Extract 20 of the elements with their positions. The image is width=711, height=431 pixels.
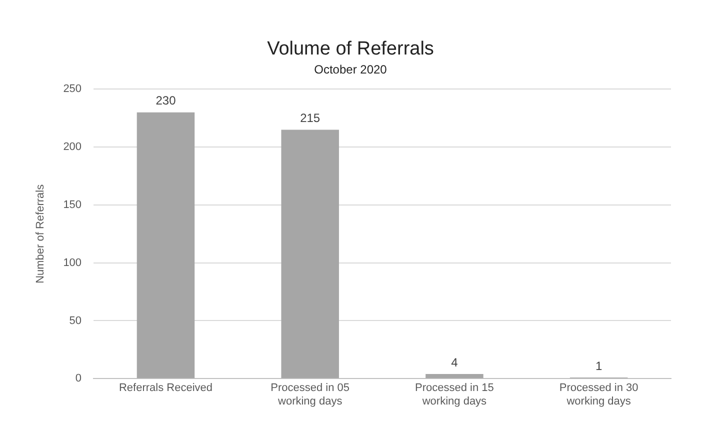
y-tick-label: 50 xyxy=(69,314,82,327)
bar xyxy=(136,112,195,378)
y-tick-label: 100 xyxy=(63,256,82,269)
y-axis-title: Number of Referrals xyxy=(34,184,47,284)
data-label: 1 xyxy=(595,358,602,373)
x-tick-label: Processed in 30 working days xyxy=(559,382,638,408)
y-tick-label: 150 xyxy=(63,198,82,211)
x-tick-label: Processed in 15 working days xyxy=(415,382,494,408)
data-label: 215 xyxy=(300,111,320,126)
data-label: 230 xyxy=(156,94,176,108)
bar xyxy=(426,374,484,378)
y-tick-label: 250 xyxy=(63,83,82,96)
x-tick-label: Processed in 05 working days xyxy=(270,382,350,408)
y-tick-label: 200 xyxy=(63,141,82,154)
data-label: 4 xyxy=(451,355,458,370)
x-tick-label: Referrals Received xyxy=(118,382,213,394)
chart-subtitle: October 2020 xyxy=(314,62,388,76)
bar xyxy=(281,130,339,378)
y-tick-label: 0 xyxy=(75,372,82,385)
chart-title: Volume of Referrals xyxy=(267,38,434,60)
